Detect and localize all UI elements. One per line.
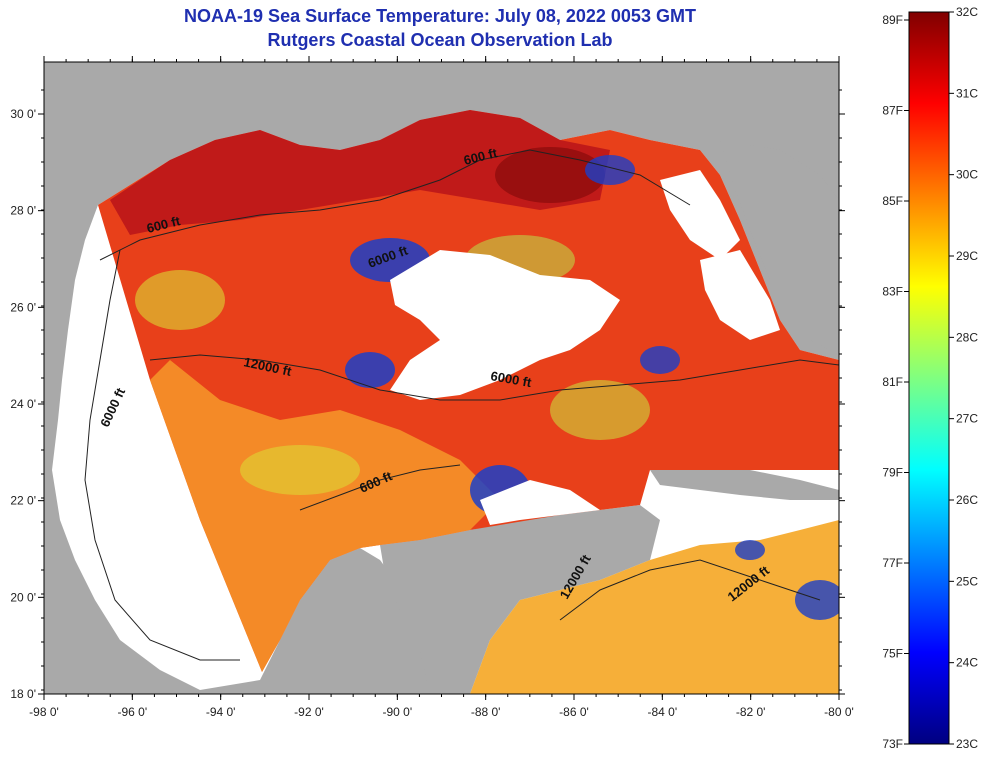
f-label: 87F	[882, 104, 903, 118]
lon-label: -86 0'	[559, 705, 589, 719]
sst-cool-patch	[795, 580, 839, 620]
lat-label: 30 0'	[10, 107, 36, 121]
sst-cool-patch	[640, 346, 680, 374]
c-label: 30C	[956, 168, 978, 182]
sst-yellow-patch	[550, 380, 650, 440]
sst-cool-patch	[345, 352, 395, 388]
contour-label: 6000 ft	[489, 368, 533, 390]
map-title: NOAA-19 Sea Surface Temperature: July 08…	[184, 6, 696, 26]
colorbar-fahrenheit-labels: 89F 87F 85F 83F 81F 79F 77F 75F 73F	[882, 13, 909, 751]
lon-label: -92 0'	[294, 705, 324, 719]
lon-label: -88 0'	[471, 705, 501, 719]
c-label: 32C	[956, 5, 978, 19]
longitude-labels: -98 0' -96 0' -94 0' -92 0' -90 0' -88 0' -86 …	[29, 705, 854, 719]
contour-6000ft-west	[84, 249, 240, 661]
c-label: 27C	[956, 412, 978, 426]
lat-label: 26 0'	[10, 300, 36, 314]
sst-yellow-patch	[240, 445, 360, 495]
f-label: 81F	[882, 375, 903, 389]
lon-label: -96 0'	[118, 705, 148, 719]
lat-label: 22 0'	[10, 494, 36, 508]
f-label: 85F	[882, 194, 903, 208]
lat-label: 24 0'	[10, 397, 36, 411]
sst-orange-zone-south	[470, 520, 839, 694]
contour-600ft-north	[99, 149, 691, 261]
f-label: 83F	[882, 285, 903, 299]
sst-hot-band	[110, 110, 610, 235]
lon-label: -90 0'	[383, 705, 413, 719]
sst-hotspot	[495, 147, 605, 203]
lon-label: -80 0'	[824, 705, 854, 719]
contour-12000ft-south	[559, 559, 821, 621]
c-label: 31C	[956, 86, 978, 100]
lon-label: -94 0'	[206, 705, 236, 719]
c-label: 25C	[956, 574, 978, 588]
f-label: 79F	[882, 466, 903, 480]
f-label: 89F	[882, 13, 903, 27]
c-label: 26C	[956, 493, 978, 507]
bathymetry-contours	[84, 149, 839, 661]
latitude-labels: 30 0' 28 0' 26 0' 24 0' 22 0' 20 0' 18 0'	[10, 107, 36, 701]
sst-cool-patch	[585, 155, 635, 185]
contour-600ft-yucatan	[299, 464, 461, 511]
lon-label: -82 0'	[736, 705, 766, 719]
c-label: 28C	[956, 330, 978, 344]
lat-label: 20 0'	[10, 590, 36, 604]
c-label: 23C	[956, 737, 978, 751]
lon-label: -98 0'	[29, 705, 59, 719]
cloud-mask	[480, 480, 600, 525]
sst-orange-zone	[150, 360, 500, 672]
contour-12000ft	[149, 354, 839, 401]
colorbar-gradient	[908, 11, 950, 745]
yucatan-land	[380, 505, 660, 694]
colorbar-celsius-labels: 32C 31C 30C 29C 28C 27C 26C 25C 24C 23C	[949, 5, 978, 751]
f-label: 75F	[882, 647, 903, 661]
lat-label: 18 0'	[10, 687, 36, 701]
cloud-mask	[700, 250, 780, 340]
florida-land	[720, 140, 839, 355]
sst-cool-patch	[735, 540, 765, 560]
cloud-mask	[660, 170, 740, 260]
map-subtitle: Rutgers Coastal Ocean Observation Lab	[267, 30, 613, 50]
cloud-mask	[390, 250, 620, 400]
lon-label: -84 0'	[648, 705, 678, 719]
f-label: 73F	[882, 737, 903, 751]
f-label: 77F	[882, 556, 903, 570]
axis-ticks	[38, 56, 845, 700]
c-label: 29C	[956, 249, 978, 263]
c-label: 24C	[956, 656, 978, 670]
sst-yellow-patch	[135, 270, 225, 330]
lat-label: 28 0'	[10, 204, 36, 218]
